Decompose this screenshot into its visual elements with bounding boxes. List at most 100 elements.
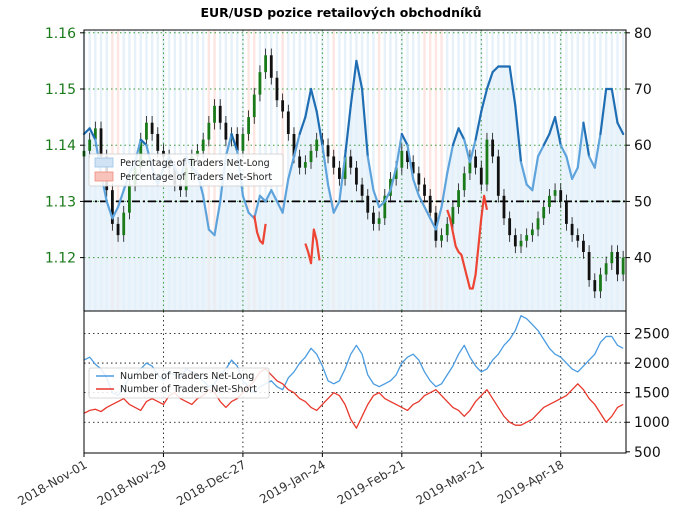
candle-body: [565, 201, 568, 224]
background-stripe: [434, 30, 438, 311]
candle-body: [479, 167, 483, 185]
net-long-line-segment: [588, 155, 596, 169]
net-long-line-segment: [395, 132, 403, 169]
candle-body: [496, 156, 500, 196]
candle-body: [128, 184, 131, 213]
net-long-line-segment: [281, 177, 290, 214]
net-long-line-segment: [593, 132, 602, 169]
percent-tick-label: 60: [634, 138, 652, 154]
net-long-area: [84, 60, 624, 311]
candle-body: [298, 156, 302, 168]
candle-body: [457, 190, 460, 208]
date-tick-label: 2018-Dec-27: [174, 457, 248, 508]
net-long-line-segment: [468, 138, 477, 164]
candle-body: [559, 190, 563, 202]
net-long-line-segment: [519, 160, 528, 186]
candle-body: [519, 240, 523, 247]
net-long-line-segment: [565, 155, 574, 181]
count-tick-label: 1500: [634, 386, 670, 402]
candle-body: [355, 167, 358, 185]
count-tick-label: 500: [634, 445, 661, 461]
net-long-line-segment: [309, 87, 318, 113]
candle-body: [513, 235, 517, 247]
net-long-line-segment: [360, 87, 369, 158]
candle-body: [213, 105, 216, 123]
percent-tick-label: 50: [634, 194, 652, 210]
percent-tick-label: 40: [634, 251, 652, 267]
net-long-line-segment: [270, 189, 279, 203]
candle-body: [604, 263, 608, 275]
legend-swatch-net-short: [94, 171, 114, 182]
candle-body: [383, 195, 387, 219]
candle-body: [610, 251, 614, 264]
net-long-line-segment: [366, 155, 375, 192]
net-long-line-segment: [570, 166, 579, 181]
trader-count-legend: Number of Traders Net-Long Number of Tra…: [88, 367, 270, 399]
net-long-line-segment: [457, 127, 466, 141]
net-long-line-segment: [139, 138, 148, 147]
trader-count-panel: 500 1000 1500 2000 2500 Number of Traders Ne…: [83, 310, 670, 461]
net-long-line-segment: [111, 205, 120, 220]
net-long-line-segment: [423, 205, 432, 220]
candle-body: [372, 212, 375, 224]
net-long-line-segment: [253, 194, 262, 220]
count-tick-label: 2500: [634, 326, 670, 342]
candle-body: [468, 156, 472, 174]
net-long-line-segment: [542, 132, 551, 147]
candle-body: [343, 156, 347, 179]
net-long-line-segment: [531, 155, 540, 192]
net-long-line-segment: [508, 65, 517, 107]
candle-body: [406, 150, 409, 163]
price-candles: [82, 48, 625, 299]
candle-body: [428, 195, 432, 213]
candle-body: [332, 156, 336, 168]
price-tick-label: 1.13: [45, 194, 76, 210]
net-long-line-segment: [116, 189, 125, 209]
net-long-line-segment: [247, 211, 256, 220]
candle-body: [593, 280, 597, 292]
net-long-line-segment: [298, 116, 307, 136]
net-long-line-segment: [582, 121, 591, 158]
price-axis-ticks: 1.12 1.13 1.14 1.15 1.16: [45, 26, 84, 267]
net-long-line-segment: [480, 87, 489, 113]
net-long-line-segment: [417, 194, 426, 209]
candle-body: [207, 122, 211, 140]
net-long-line-segment: [553, 116, 562, 147]
candle-body: [445, 223, 449, 236]
net-long-line-segment: [343, 104, 352, 158]
candle-body: [536, 218, 540, 230]
candle-body: [616, 251, 619, 275]
net-long-line-segment: [610, 87, 619, 124]
candle-body: [423, 184, 426, 196]
net-long-line-segment: [372, 189, 381, 209]
background-stripe: [383, 30, 386, 311]
candle-body: [179, 184, 182, 191]
net-short-line: [304, 228, 321, 265]
net-long-line-segment: [230, 132, 239, 152]
trader-count-panel-frame: [83, 310, 627, 454]
candle-body: [377, 218, 381, 224]
net-long-line-segment: [406, 144, 415, 181]
candle-body: [485, 139, 489, 185]
candle-body: [264, 55, 268, 73]
candle-body: [281, 100, 285, 112]
net-long-line-segment: [451, 127, 460, 147]
net-long-line-segment: [213, 200, 222, 237]
net-long-line-segment: [264, 189, 273, 203]
candle-body: [122, 212, 126, 236]
net-long-line-segment: [355, 59, 364, 91]
sentiment-panel: 1.12 1.13 1.14 1.15 1.16 40 50 60 70 80 Percenta…: [45, 26, 652, 312]
candle-body: [224, 122, 228, 140]
candle-body: [258, 72, 262, 95]
candle-body: [451, 207, 455, 224]
candle-body: [235, 133, 239, 151]
candle-body: [110, 190, 114, 224]
candle-body: [502, 195, 506, 219]
net-long-line-segment: [599, 87, 608, 136]
net-long-line-segment: [400, 132, 409, 147]
candle-body: [252, 94, 256, 118]
candle-body: [88, 139, 92, 151]
candle-body: [93, 128, 97, 140]
date-tick-label: 2019-Feb-21: [335, 457, 408, 507]
candle-body: [99, 128, 103, 157]
